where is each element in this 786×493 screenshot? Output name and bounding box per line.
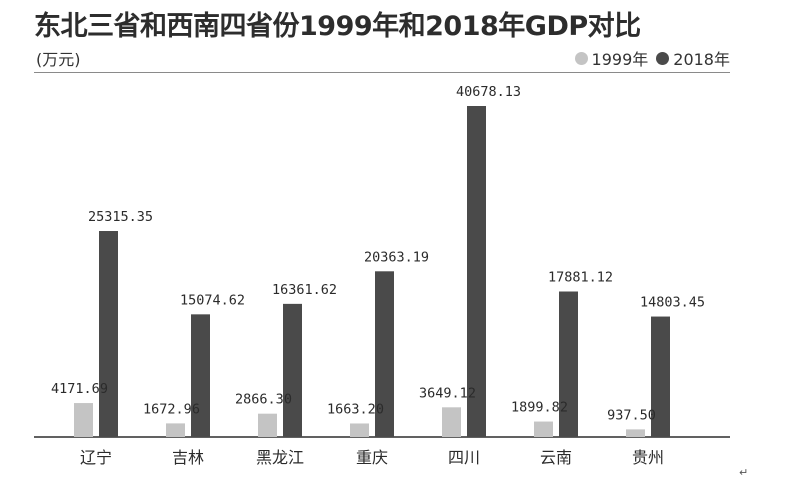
legend-label-2018: 2018年 — [673, 50, 730, 69]
legend-item-2018: 2018年 — [656, 46, 730, 70]
bar-1999-4 — [442, 407, 461, 437]
bar-1999-2 — [258, 413, 277, 437]
bar-1999-0 — [74, 403, 93, 437]
data-label-2018-6: 14803.45 — [640, 295, 705, 311]
data-label-2018-5: 17881.12 — [548, 270, 613, 286]
data-label-2018-2: 16361.62 — [272, 282, 337, 298]
data-label-2018-4: 40678.13 — [456, 84, 521, 100]
bar-2018-3 — [375, 271, 394, 437]
data-label-1999-3: 1663.20 — [327, 401, 384, 417]
legend-swatch-2018 — [656, 51, 670, 65]
data-label-1999-5: 1899.82 — [511, 400, 568, 416]
bar-2018-4 — [467, 106, 486, 437]
category-label-0: 辽宁 — [80, 448, 112, 467]
data-label-1999-2: 2866.30 — [235, 392, 292, 408]
header-divider — [34, 72, 730, 73]
bar-2018-1 — [191, 314, 210, 437]
data-label-1999-1: 1672.96 — [143, 401, 200, 417]
bar-2018-5 — [559, 291, 578, 437]
edit-mark: ↵ — [739, 466, 749, 479]
bar-2018-6 — [651, 316, 670, 437]
data-label-1999-4: 3649.12 — [419, 385, 476, 401]
chart-title: 东北三省和西南四省份1999年和2018年GDP对比 — [34, 11, 641, 42]
category-label-1: 吉林 — [172, 448, 204, 467]
category-label-2: 黑龙江 — [256, 448, 304, 467]
bar-2018-0 — [99, 231, 118, 437]
data-label-2018-1: 15074.62 — [180, 292, 245, 308]
category-label-4: 四川 — [448, 448, 480, 467]
category-label-5: 云南 — [540, 448, 572, 467]
unit-label: (万元) — [36, 50, 81, 69]
category-label-3: 重庆 — [356, 448, 388, 467]
category-label-6: 贵州 — [632, 448, 664, 467]
legend-item-1999: 1999年 — [574, 46, 649, 70]
bar-1999-3 — [350, 423, 369, 437]
legend-label-1999: 1999年 — [591, 50, 649, 69]
legend-swatch-1999 — [574, 51, 588, 65]
bar-2018-2 — [283, 303, 302, 437]
data-label-1999-6: 937.50 — [607, 407, 656, 423]
bar-1999-6 — [626, 429, 645, 437]
data-label-2018-0: 25315.35 — [88, 209, 153, 225]
bar-1999-5 — [534, 421, 553, 437]
data-label-2018-3: 20363.19 — [364, 249, 429, 265]
data-label-1999-0: 4171.69 — [51, 381, 108, 397]
legend: 1999年 2018年 — [574, 46, 730, 70]
bar-1999-1 — [166, 423, 185, 437]
